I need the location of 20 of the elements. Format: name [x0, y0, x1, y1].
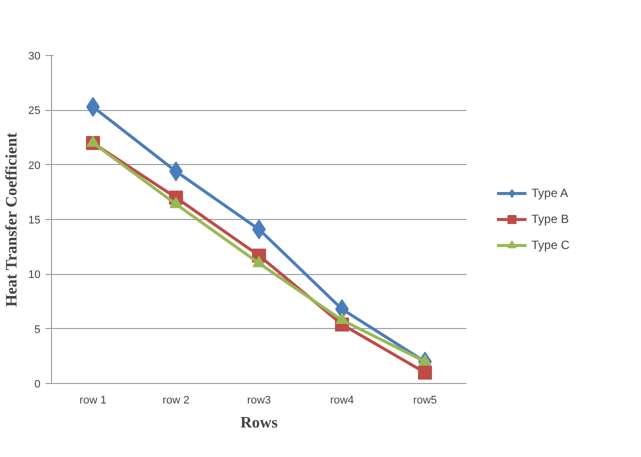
y-tick-label: 0 [34, 378, 41, 390]
legend-label: Type A [531, 186, 568, 200]
x-tick-label: row4 [330, 394, 354, 406]
y-tick-label: 15 [28, 214, 41, 226]
x-axis-title: Rows [240, 414, 278, 432]
x-tick-label: row5 [413, 394, 437, 406]
y-tick-label: 20 [28, 160, 41, 172]
y-tick-label: 10 [28, 269, 41, 282]
y-tick-label: 30 [28, 50, 41, 62]
point [170, 196, 182, 208]
x-tick-label: row 1 [80, 394, 106, 406]
legend-label: Type C [531, 238, 570, 252]
y-tick-label: 5 [34, 324, 41, 336]
point [86, 136, 100, 147]
legend-label: Type B [531, 212, 569, 226]
x-tick-label: row3 [247, 394, 271, 406]
x-tick-label: row 2 [162, 394, 190, 406]
y-tick-label: 25 [28, 105, 41, 118]
point [418, 366, 432, 380]
y-axis-title: Heat Transfer Coefficient [3, 132, 20, 307]
